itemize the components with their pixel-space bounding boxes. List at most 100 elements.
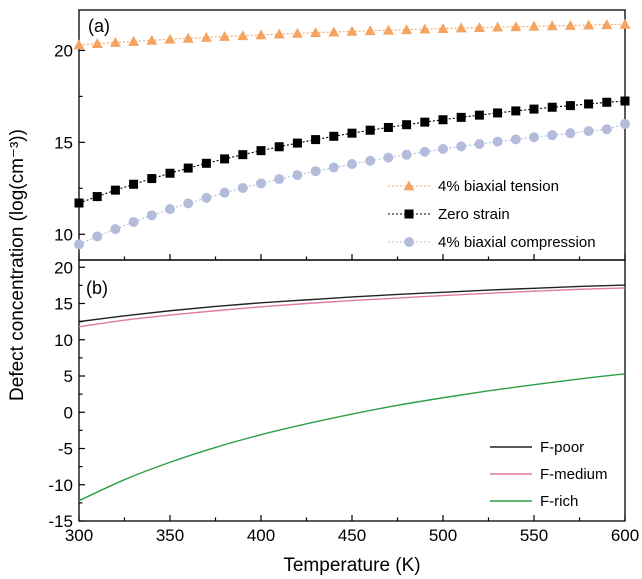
data-point-circle — [256, 178, 266, 189]
data-point-circle — [310, 166, 321, 177]
data-point-circle — [583, 126, 594, 137]
data-point-triangle — [437, 23, 449, 33]
data-point-circle — [419, 146, 430, 157]
x-tick-label: 350 — [156, 526, 184, 545]
data-point-triangle — [200, 31, 212, 42]
y-tick-label-b: -10 — [48, 476, 73, 495]
legend-label: 4% biaxial compression — [438, 234, 596, 251]
data-point-triangle — [237, 30, 249, 41]
data-point-circle — [183, 198, 194, 209]
data-point-circle — [347, 159, 357, 170]
data-point-square — [438, 115, 448, 125]
x-axis-label: Temperature (K) — [283, 555, 420, 576]
data-point-circle — [128, 216, 139, 227]
data-point-triangle — [91, 38, 103, 49]
legend-label: Zero strain — [438, 206, 510, 223]
data-point-triangle — [310, 27, 322, 38]
legend-label: F-poor — [540, 439, 584, 456]
data-point-triangle — [455, 22, 467, 33]
y-axis-label: Defect concentration (log(cm⁻³)) — [7, 129, 28, 401]
data-point-triangle — [73, 39, 85, 50]
x-tick-label: 500 — [429, 526, 457, 545]
panel-b-label: (b) — [86, 278, 108, 298]
data-point-circle — [456, 141, 467, 152]
data-point-circle — [383, 152, 394, 163]
data-point-square — [365, 125, 375, 135]
data-point-circle — [274, 174, 285, 185]
y-tick-label-a: 20 — [54, 41, 73, 60]
data-point-square — [584, 99, 594, 109]
data-point-triangle — [601, 19, 613, 30]
data-point-square — [110, 185, 120, 195]
data-point-square — [129, 179, 139, 189]
panel-b: (b) F-poor F-medium F-rich — [78, 259, 626, 522]
data-point-circle — [328, 162, 339, 173]
data-point-circle — [510, 134, 521, 145]
data-point-triangle — [182, 32, 194, 43]
data-point-triangle — [164, 33, 176, 44]
data-point-circle — [601, 124, 612, 135]
data-point-square — [383, 122, 393, 132]
legend-label: 4% biaxial tension — [438, 178, 559, 195]
data-point-triangle — [583, 19, 595, 30]
data-point-circle — [438, 143, 448, 154]
data-point-triangle — [291, 27, 303, 38]
legend-swatch-marker — [404, 209, 414, 219]
data-point-square — [474, 110, 484, 120]
data-point-circle — [74, 239, 84, 250]
data-point-square — [92, 192, 102, 202]
data-point-square — [311, 135, 321, 145]
data-point-circle — [110, 224, 121, 235]
series-line-f-rich — [78, 373, 626, 502]
data-point-square — [74, 198, 84, 208]
legend-label: F-rich — [540, 493, 578, 510]
data-point-triangle — [419, 23, 431, 34]
data-point-triangle — [492, 21, 504, 32]
data-point-circle — [219, 187, 230, 198]
data-point-circle — [529, 132, 539, 143]
data-point-circle — [401, 149, 412, 160]
panel-b-legend: F-poor F-medium F-rich — [490, 439, 608, 510]
legend-label: F-medium — [540, 466, 608, 483]
data-point-triangle — [619, 18, 631, 29]
data-point-square — [511, 106, 521, 116]
data-point-circle — [146, 210, 157, 221]
data-point-square — [274, 142, 284, 152]
data-point-square — [493, 108, 503, 118]
series-line-f-medium — [78, 287, 626, 328]
data-point-triangle — [473, 22, 485, 33]
data-point-triangle — [146, 34, 158, 45]
data-point-circle — [474, 139, 485, 150]
data-point-square — [602, 97, 612, 107]
y-tick-label-b: 5 — [64, 367, 73, 386]
data-point-circle — [237, 182, 248, 193]
y-tick-label-b: 10 — [54, 331, 73, 350]
data-point-square — [402, 120, 412, 130]
data-point-circle — [547, 130, 558, 141]
data-point-triangle — [564, 19, 576, 30]
data-point-circle — [492, 136, 503, 147]
legend-swatch-marker — [403, 180, 415, 191]
data-point-square — [238, 150, 248, 160]
data-point-square — [256, 146, 266, 156]
data-point-triangle — [401, 24, 413, 35]
data-point-square — [456, 112, 466, 122]
x-tick-label: 550 — [520, 526, 548, 545]
x-tick-label: 600 — [611, 526, 639, 545]
data-point-square — [183, 163, 193, 173]
data-point-triangle — [273, 28, 285, 39]
data-point-triangle — [546, 20, 558, 31]
data-point-circle — [620, 118, 630, 129]
data-point-square — [147, 174, 157, 184]
data-point-triangle — [382, 24, 394, 35]
data-point-circle — [565, 128, 576, 139]
series-line-f-poor — [78, 284, 626, 323]
y-tick-label-b: 20 — [54, 258, 73, 277]
data-point-triangle — [255, 29, 267, 40]
data-point-triangle — [528, 20, 540, 31]
data-point-circle — [92, 231, 103, 242]
data-point-square — [292, 138, 302, 148]
data-point-square — [565, 101, 575, 111]
